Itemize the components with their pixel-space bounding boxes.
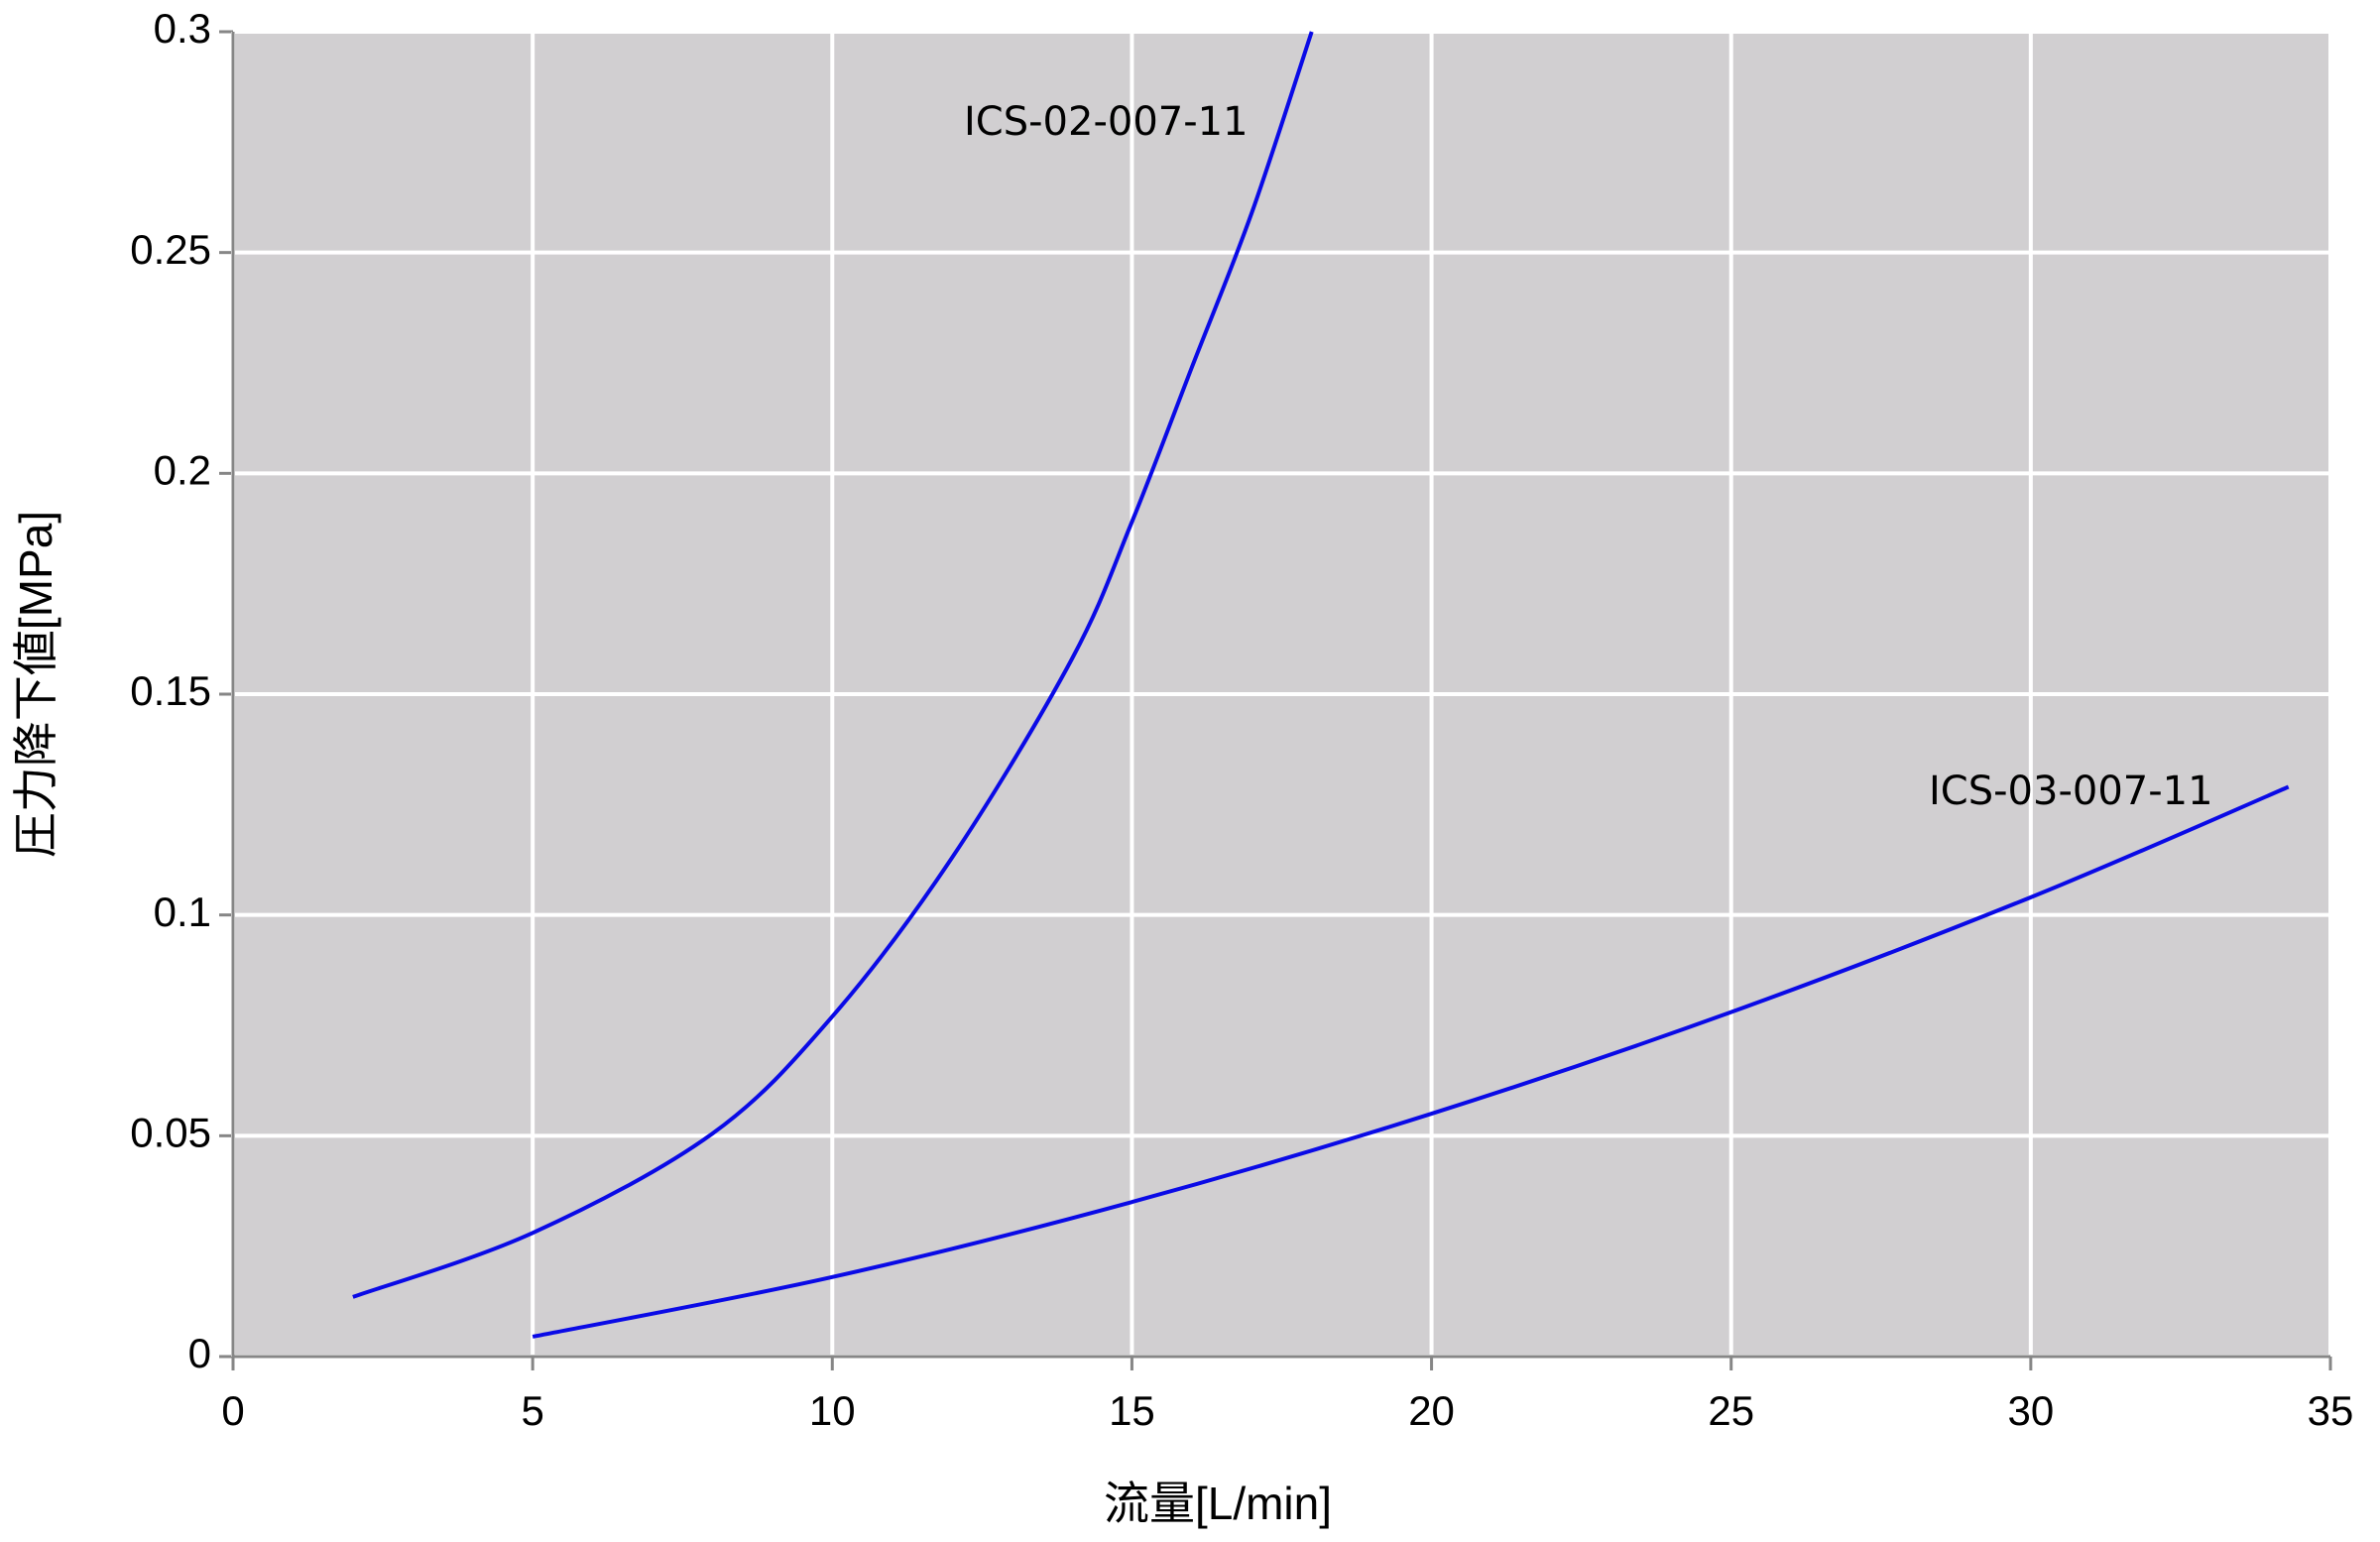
y-axis-title: 圧力降下値[MPa] — [10, 511, 61, 858]
series-line — [352, 31, 1314, 1299]
x-tick-label: 0 — [221, 1387, 244, 1434]
x-tick-label: 20 — [1408, 1387, 1455, 1434]
x-tick-label: 10 — [809, 1387, 856, 1434]
y-tick-label: 0.15 — [130, 667, 211, 714]
y-tick-label: 0.1 — [154, 889, 211, 935]
x-tick-label: 30 — [2007, 1387, 2054, 1434]
y-tick-label: 0.05 — [130, 1109, 211, 1155]
x-axis-title: 流量[L/min] — [1104, 1478, 1332, 1529]
x-tick-label: 25 — [1708, 1387, 1754, 1434]
y-tick-label: 0 — [188, 1330, 211, 1376]
y-tick-label: 0.3 — [154, 5, 211, 52]
x-tick-label: 15 — [1109, 1387, 1155, 1434]
x-tick-label: 5 — [521, 1387, 543, 1434]
series-label: ICS-02-007-11 — [964, 99, 1249, 145]
series-label: ICS-03-007-11 — [1929, 769, 2213, 814]
series-line — [532, 784, 2290, 1339]
y-tick-label: 0.2 — [154, 446, 211, 493]
y-tick-label: 0.25 — [130, 226, 211, 273]
x-tick-label: 35 — [2308, 1387, 2354, 1434]
